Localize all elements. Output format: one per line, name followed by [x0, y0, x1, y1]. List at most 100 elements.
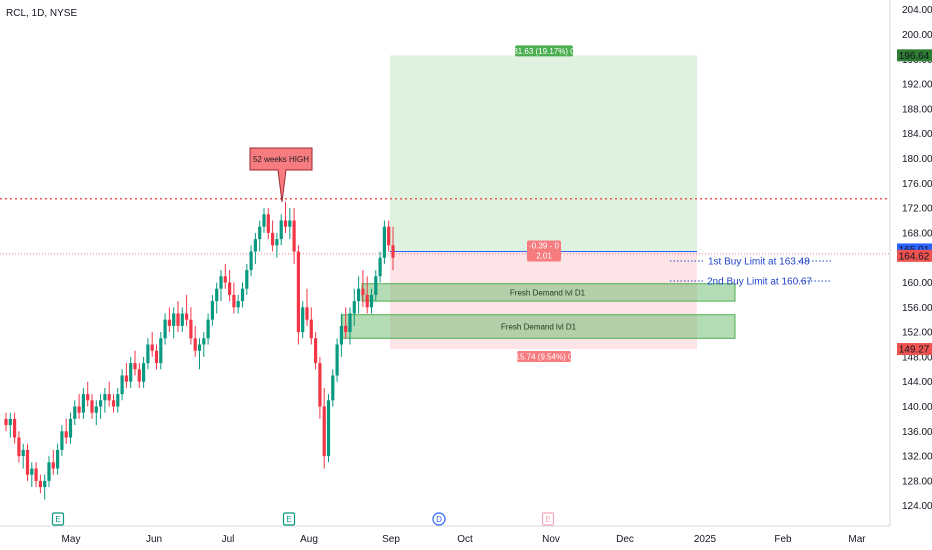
candle[interactable] — [344, 307, 348, 339]
candle[interactable] — [193, 325, 197, 357]
candle[interactable] — [133, 350, 137, 376]
candle[interactable] — [77, 394, 81, 419]
candle[interactable] — [8, 412, 12, 438]
candle[interactable] — [142, 356, 146, 388]
candle[interactable] — [361, 270, 365, 308]
candle[interactable] — [236, 294, 240, 314]
candle[interactable] — [369, 288, 374, 314]
candle[interactable] — [129, 356, 133, 388]
candle[interactable] — [17, 431, 21, 463]
candle[interactable] — [86, 381, 90, 407]
candle[interactable] — [314, 332, 318, 370]
candle[interactable] — [172, 307, 176, 339]
candle[interactable] — [81, 387, 85, 419]
candle[interactable] — [382, 220, 386, 264]
candle[interactable] — [154, 344, 159, 370]
candle[interactable] — [120, 369, 124, 401]
candle[interactable] — [271, 220, 275, 252]
candle[interactable] — [305, 288, 309, 326]
candle[interactable] — [38, 474, 42, 494]
candle[interactable] — [167, 307, 171, 333]
event-marker[interactable]: E — [541, 512, 555, 526]
candle[interactable] — [249, 245, 253, 277]
candle[interactable] — [391, 226, 395, 271]
candle[interactable] — [34, 462, 38, 488]
candle[interactable] — [30, 462, 34, 488]
candle[interactable] — [25, 443, 30, 481]
candle[interactable] — [283, 201, 288, 233]
candle[interactable] — [245, 263, 249, 295]
candle[interactable] — [357, 276, 361, 314]
candle[interactable] — [206, 313, 210, 345]
candle[interactable] — [215, 282, 219, 314]
candle[interactable] — [159, 332, 163, 370]
candle[interactable] — [288, 208, 292, 240]
candle[interactable] — [4, 412, 8, 432]
candle[interactable] — [292, 208, 296, 264]
candle[interactable] — [94, 400, 98, 426]
candle[interactable] — [322, 387, 326, 469]
candle[interactable] — [137, 363, 141, 388]
candle[interactable] — [240, 282, 245, 308]
candle[interactable] — [301, 301, 305, 339]
candle[interactable] — [348, 307, 352, 345]
candle[interactable] — [219, 270, 223, 302]
event-marker[interactable]: E — [51, 512, 65, 526]
candle[interactable] — [387, 220, 391, 252]
candle[interactable] — [326, 394, 331, 463]
event-marker[interactable]: E — [282, 512, 296, 526]
candle[interactable] — [107, 381, 111, 407]
candle[interactable] — [331, 369, 335, 407]
target-zone[interactable] — [390, 55, 697, 252]
annotation-callout[interactable] — [249, 147, 313, 203]
candle[interactable] — [176, 301, 180, 333]
candle[interactable] — [146, 338, 150, 370]
candle[interactable] — [51, 449, 55, 475]
candle[interactable] — [73, 400, 77, 426]
candle[interactable] — [60, 425, 64, 457]
candle[interactable] — [374, 270, 378, 302]
candle[interactable] — [13, 412, 17, 444]
candle[interactable] — [352, 288, 356, 326]
candle[interactable] — [197, 338, 202, 370]
candle[interactable] — [339, 313, 343, 357]
candle[interactable] — [56, 443, 60, 475]
candle[interactable] — [111, 394, 116, 413]
candle[interactable] — [90, 394, 94, 419]
candle[interactable] — [228, 270, 232, 302]
candle[interactable] — [64, 418, 68, 444]
candle[interactable] — [365, 276, 369, 314]
candle[interactable] — [99, 394, 103, 419]
candle[interactable] — [296, 245, 300, 345]
candle[interactable] — [210, 294, 214, 326]
candle[interactable] — [185, 294, 189, 326]
candle[interactable] — [189, 307, 193, 345]
candle[interactable] — [279, 214, 283, 246]
candle[interactable] — [43, 474, 47, 500]
candle[interactable] — [180, 307, 184, 333]
candle[interactable] — [150, 332, 154, 357]
candle[interactable] — [275, 232, 279, 258]
candle[interactable] — [309, 307, 313, 345]
event-marker[interactable]: D — [432, 512, 446, 526]
candle[interactable] — [103, 387, 107, 413]
candle[interactable] — [318, 356, 322, 419]
candle[interactable] — [124, 363, 128, 388]
candle[interactable] — [258, 220, 262, 252]
candle[interactable] — [21, 443, 25, 469]
candle[interactable] — [47, 456, 51, 488]
candle[interactable] — [163, 313, 167, 345]
candle[interactable] — [223, 263, 227, 289]
candle[interactable] — [335, 338, 339, 382]
candle[interactable] — [262, 208, 266, 233]
candle[interactable] — [68, 412, 73, 444]
candle[interactable] — [202, 332, 206, 357]
stop-zone[interactable] — [390, 251, 697, 350]
candle[interactable] — [378, 251, 382, 283]
candle[interactable] — [266, 208, 270, 240]
candle[interactable] — [116, 387, 120, 413]
candle[interactable] — [232, 282, 236, 314]
candle[interactable] — [253, 232, 257, 264]
